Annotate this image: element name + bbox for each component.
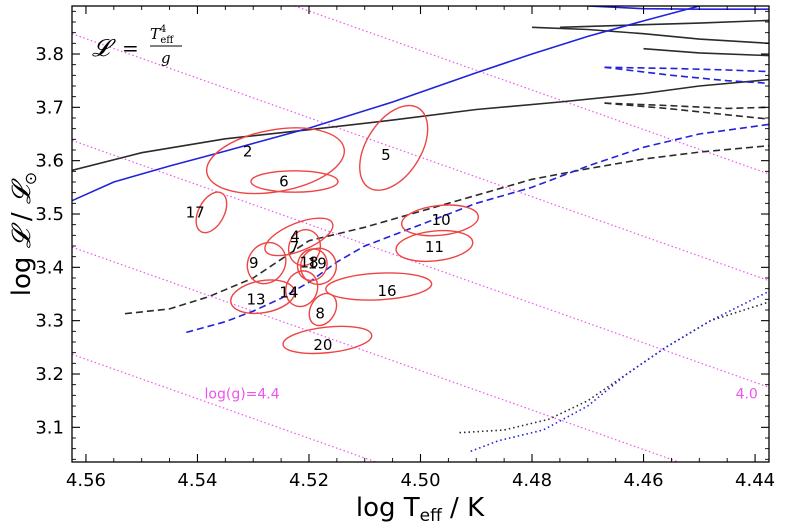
track-blue-solid-1 [72,6,700,202]
iso-line-3 [72,33,769,282]
y-tick-label: 3.7 [35,97,64,118]
track-black-solid-2 [531,26,769,45]
ellipse-label-20: 20 [313,336,332,354]
ellipse-label-2: 2 [243,143,253,161]
ellipse-label-7: 7 [290,238,300,256]
formula-num-sub: eff [160,35,174,46]
track-blue-dashed-2 [604,66,769,73]
ellipse-11 [395,229,474,263]
ellipse-13 [230,279,296,315]
y-tick-label: 3.4 [35,257,64,278]
x-tick-label: 4.54 [177,470,217,491]
y-tick-label: 3.2 [35,364,64,385]
error-ellipses [195,104,480,355]
ellipse-8 [308,292,338,327]
track-blue-dashed-1 [186,123,769,334]
y-tick-label: 3.6 [35,151,64,172]
ellipse-5 [359,104,429,191]
x-tick-label: 4.56 [66,470,106,491]
formula-num-sup: 4 [160,24,166,35]
ellipse-label-14: 14 [279,283,298,301]
x-tick-label: 4.48 [512,470,552,491]
ellipse-label-16: 16 [377,282,396,300]
x-tick-label: 4.46 [624,470,664,491]
y-tick-label: 3.5 [35,204,64,225]
xlabel-post: / K [442,493,485,523]
ellipse-label-8: 8 [315,305,325,323]
ellipse-10 [400,204,480,237]
iso-line-4 [292,6,769,175]
ellipse-label-9: 9 [249,254,259,272]
x-tick-label: 4.44 [735,470,775,491]
ylabel-a: log [7,248,37,296]
ellipse-label-11: 11 [425,238,444,256]
ellipse-label-4: 4 [290,227,300,245]
ellipse-6 [250,170,339,193]
ellipse-7 [287,229,322,267]
ellipse-19 [299,247,338,286]
xlabel-pre: log T [356,493,420,523]
formula-denominator: g [161,49,171,67]
track-black-dashed-2 [604,102,769,110]
ellipse-9 [246,241,287,285]
x-tick-label: 4.52 [289,470,329,491]
ellipse-label-5: 5 [381,146,391,164]
ellipse-label-19: 19 [308,255,327,273]
iso-line-0 [72,353,377,462]
iso-gravity-labels: log(g)=4.4 4.0 [205,387,758,403]
y-axis-title: log 𝓛 / 𝓛⊙ [7,172,40,296]
y-tick-label: 3.1 [35,417,64,438]
y-tick-label: 3.8 [35,44,64,65]
ellipse-17 [195,191,228,234]
track-blue-dashed-3 [604,66,769,85]
formula-numerator: T4 eff [150,24,174,46]
ylabel-mid: / [7,204,37,229]
ellipse-4 [264,217,334,257]
iso-line-1 [72,246,681,462]
formula-equals: = [122,36,139,60]
track-blue-dotted-1 [470,290,769,453]
x-axis-title: log Teff / K [356,493,485,526]
y-tick-label: 3.3 [35,311,64,332]
ellipse-16 [325,272,433,301]
track-black-solid-3 [559,19,769,29]
iso-label-0: log(g)=4.4 [205,387,280,403]
iso-label-1: 4.0 [736,387,758,403]
formula: 𝓛 = T4 eff g [92,24,182,67]
track-black-dashed-3 [604,102,769,120]
ellipse-20 [282,325,373,355]
ellipse-label-6: 6 [279,173,289,191]
xlabel-sub: eff [420,506,443,526]
formula-num-base: T [150,25,161,43]
track-black-solid-1 [72,78,769,172]
track-black-dotted-1 [459,301,769,434]
track-black-dashed-1 [124,144,769,315]
ylabel-sun: ⊙ [21,172,40,185]
ellipse-14 [285,270,319,308]
track-black-solid-4 [643,47,769,57]
formula-lhs: 𝓛 [92,34,116,62]
ellipse-label-10: 10 [432,211,451,229]
ellipse-label-17: 17 [186,203,205,221]
iso-line-2 [72,139,769,388]
axis-ticks: 4.56 4.54 4.52 4.50 4.48 4.46 4.44 3.1 3.2 3.3 3.4… [35,6,775,491]
x-tick-label: 4.50 [400,470,440,491]
iso-gravity-lines [72,6,769,462]
ellipse-label-18: 18 [299,254,318,272]
evolutionary-tracks [72,6,769,453]
ellipse-label-13: 13 [246,290,265,308]
